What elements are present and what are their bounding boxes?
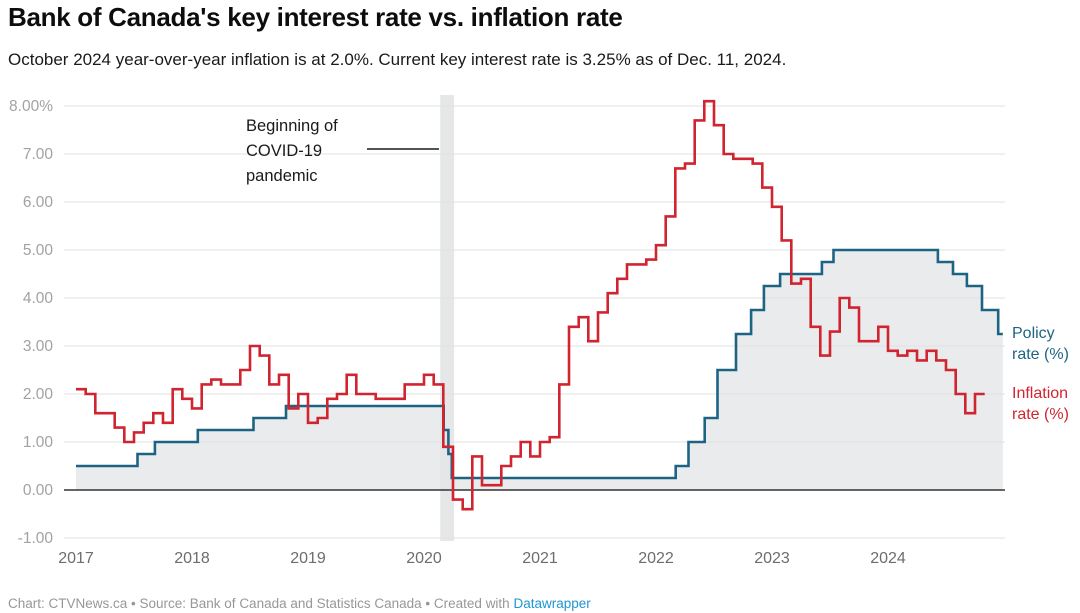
annotation-line-1: Beginning of <box>246 117 338 135</box>
y-tick-label: -1.00 <box>18 530 54 547</box>
legend-inflation-rate: Inflation rate (%) <box>1012 383 1080 425</box>
x-tick-label: 2022 <box>638 550 674 567</box>
policy-area-fill <box>76 250 1003 490</box>
y-tick-label: 3.00 <box>23 338 54 355</box>
x-tick-label: 2017 <box>58 550 94 567</box>
y-tick-label: 0.00 <box>23 482 54 499</box>
x-tick-label: 2020 <box>406 550 442 567</box>
chart-subtitle: October 2024 year-over-year inflation is… <box>8 50 787 69</box>
y-tick-label: 2.00 <box>23 386 54 403</box>
y-tick-label: 5.00 <box>23 242 54 259</box>
legend-inflation-label-line-1: Inflation <box>1012 385 1069 402</box>
legend-policy-label-line-2: rate (%) <box>1012 346 1069 363</box>
y-tick-label: 7.00 <box>23 146 54 163</box>
policy-rate-line <box>76 248 1003 480</box>
annotation-line-2: COVID-19 <box>246 142 323 160</box>
y-tick-label: 4.00 <box>23 290 54 307</box>
y-tick-label: 1.00 <box>23 434 54 451</box>
chart-footer: Chart: CTVNews.ca • Source: Bank of Cana… <box>8 596 591 611</box>
x-tick-label: 2021 <box>522 550 558 567</box>
x-tick-label: 2019 <box>290 550 326 567</box>
y-tick-label: 6.00 <box>23 194 54 211</box>
legend-policy-label-line-1: Policy <box>1012 325 1055 342</box>
y-tick-label: 8.00% <box>9 98 53 115</box>
covid-annotation: Beginning of COVID-19 pandemic <box>246 114 386 189</box>
legend-inflation-label-line-2: rate (%) <box>1012 406 1069 423</box>
annotation-line-3: pandemic <box>246 167 318 185</box>
footer-text: Chart: CTVNews.ca • Source: Bank of Cana… <box>8 596 514 611</box>
inflation-rate-line <box>76 99 985 511</box>
x-tick-label: 2018 <box>174 550 210 567</box>
datawrapper-link[interactable]: Datawrapper <box>513 596 591 611</box>
x-tick-label: 2023 <box>754 550 790 567</box>
chart-title: Bank of Canada's key interest rate vs. i… <box>8 2 623 32</box>
x-tick-label: 2024 <box>870 550 906 567</box>
legend-policy-rate: Policy rate (%) <box>1012 323 1080 365</box>
